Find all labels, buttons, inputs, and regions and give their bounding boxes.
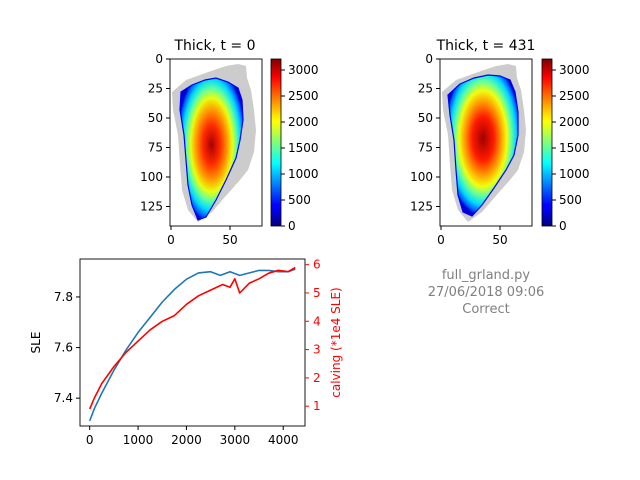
timeseries-frame [79,258,306,427]
colorbar-t431: 0 500 1000 1500 2000 2500 3000 [541,58,590,233]
right-y-tick-label: 3 [313,343,321,357]
right-y-tick-label: 1 [313,399,321,413]
colorbar-tick-label: 1500 [288,141,319,155]
x-tick-label: 0 [167,233,175,247]
right-y-axis-label: calving (*1e4 SLE) [329,287,343,397]
colorbar-tick-label: 2000 [559,115,590,129]
colorbar-t0: 0 500 1000 1500 2000 2500 3000 [270,58,319,233]
y-axis: 0 25 50 75 100 125 [410,52,440,214]
colorbar-gradient [270,58,282,227]
timeseries-lines [88,266,296,422]
map-title-t0: Thick, t = 0 [173,38,255,54]
right-y-tick-label: 5 [313,286,321,300]
y-tick-label: 25 [418,82,433,96]
right-y-axis: 1 2 3 4 5 6 [305,258,321,413]
y-tick-label: 75 [418,141,433,155]
map-panel-t431: Thick, t = 431 0 25 50 75 100 125 0 50 0… [410,38,589,247]
x-axis: 0 50 [437,226,508,247]
run-datetime: 27/06/2018 09:06 [427,285,545,300]
script-name: full_grland.py [441,268,531,283]
y-tick-label: 25 [148,82,163,96]
map-frame [169,58,263,227]
x-tick-label: 0 [437,233,445,247]
right-y-tick-label: 6 [313,258,321,272]
colorbar-tick-label: 3000 [288,63,319,77]
x-tick-label: 2000 [171,433,202,447]
x-tick-label: 0 [86,433,94,447]
x-tick-label: 50 [222,233,237,247]
colorbar-tick-label: 0 [559,219,567,233]
y-tick-label: 50 [418,111,433,125]
run-info: full_grland.py 27/06/2018 09:06 Correct [400,267,572,318]
y-tick-label: 7.6 [54,341,73,355]
y-tick-label: 0 [155,52,163,66]
run-status: Correct [462,302,510,317]
colorbar-gradient [541,58,553,227]
y-tick-label: 100 [140,170,163,184]
colorbar-tick-label: 500 [288,193,311,207]
right-y-tick-label: 2 [313,371,321,385]
right-y-tick-label: 4 [313,314,321,328]
map-frame [439,58,533,227]
x-tick-label: 4000 [268,433,299,447]
y-tick-label: 7.4 [54,391,73,405]
y-tick-label: 0 [425,52,433,66]
calving-line [88,266,296,410]
x-axis: 0 1000 2000 3000 4000 [86,426,299,447]
colorbar-tick-label: 1000 [288,167,319,181]
left-y-axis: 7.4 7.6 7.8 [54,290,80,405]
ice-thickness-field [447,74,519,217]
colorbar-tick-label: 2000 [288,115,319,129]
x-tick-label: 1000 [123,433,154,447]
colorbar-tick-label: 2500 [288,89,319,103]
colorbar-tick-label: 500 [559,193,582,207]
timeseries-plot-area [80,259,305,426]
y-tick-label: 100 [410,170,433,184]
colorbar-tick-label: 0 [288,219,296,233]
colorbar-tick-label: 2500 [559,89,590,103]
map-panel-t0: Thick, t = 0 0 25 50 75 100 125 0 50 0 5… [140,38,318,247]
colorbar-tick-label: 1000 [559,167,590,181]
colorbar-tick-label: 1500 [559,141,590,155]
y-tick-label: 75 [148,141,163,155]
map-title-t431: Thick, t = 431 [436,38,536,54]
y-tick-label: 125 [410,200,433,214]
colorbar-tick-label: 3000 [559,63,590,77]
left-y-axis-label: SLE [29,332,43,354]
y-tick-label: 7.8 [54,290,73,304]
y-tick-label: 125 [140,200,163,214]
x-tick-label: 50 [492,233,507,247]
x-axis: 0 50 [167,226,238,247]
y-axis: 0 25 50 75 100 125 [140,52,170,214]
timeseries-panel: 0 1000 2000 3000 4000 7.4 7.6 7.8 1 2 3 4 5 6 SLE c… [29,258,343,447]
ice-thickness-field [179,77,244,221]
y-tick-label: 50 [148,111,163,125]
x-tick-label: 3000 [220,433,251,447]
sle-line [88,268,296,422]
